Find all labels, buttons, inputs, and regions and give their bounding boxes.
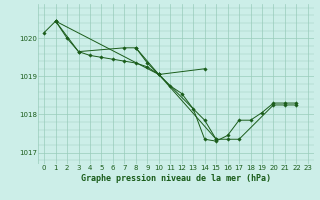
X-axis label: Graphe pression niveau de la mer (hPa): Graphe pression niveau de la mer (hPa) [81, 174, 271, 183]
